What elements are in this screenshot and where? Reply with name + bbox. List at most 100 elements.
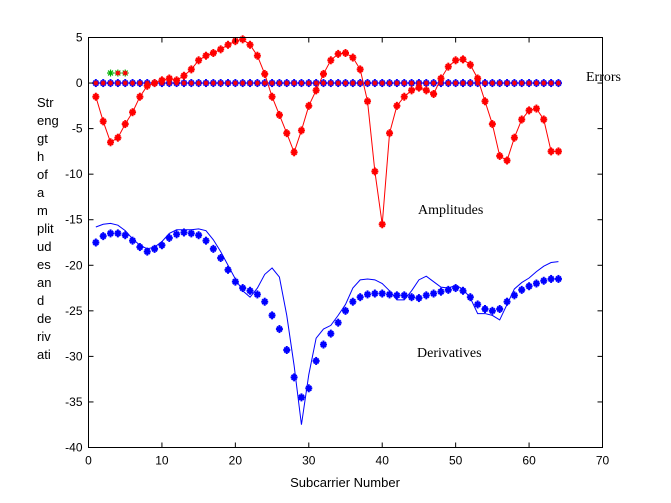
error-point-red (122, 80, 128, 86)
error-point-red (313, 80, 319, 86)
error-point-red (269, 80, 275, 86)
x-tick-label: 30 (302, 454, 316, 468)
error-point-red (276, 80, 282, 86)
amplitudes-point (554, 147, 562, 156)
derivatives-point (121, 231, 129, 240)
error-point-red (365, 80, 371, 86)
error-point-red (482, 80, 488, 86)
error-point-red (541, 80, 547, 86)
derivatives-point (202, 236, 210, 245)
amplitudes-point (283, 129, 291, 138)
amplitudes-point (481, 97, 489, 106)
error-point-red (504, 80, 510, 86)
y-tick-label: -30 (65, 349, 83, 363)
derivatives-point (393, 291, 401, 300)
amplitudes-point (312, 86, 320, 95)
error-point-red (453, 80, 459, 86)
error-point-red (93, 80, 99, 86)
y-tick-label: -40 (65, 441, 83, 455)
amplitudes-point (261, 69, 269, 78)
error-point-red (387, 80, 393, 86)
x-axis-label: Subcarrier Number (290, 475, 400, 490)
error-point-red (335, 80, 341, 86)
amplitudes-point (415, 83, 423, 92)
y-axis-label-line: es (37, 257, 51, 272)
derivatives-point (540, 276, 548, 285)
y-axis-label-line: eng (37, 113, 59, 128)
derivatives-point (129, 236, 137, 245)
amplitudes-point (327, 56, 335, 65)
derivatives-point (239, 284, 247, 293)
x-tick-label: 10 (155, 454, 169, 468)
amplitudes-point (349, 53, 357, 62)
amplitudes-series-line (95, 38, 559, 225)
amplitudes-point (180, 71, 188, 80)
error-point-red (291, 80, 297, 86)
amplitudes-point (547, 147, 555, 156)
derivatives-point (246, 286, 254, 295)
y-axis-label: Str eng gt h of am plit ud es an d de riv ati (37, 95, 59, 362)
derivatives-series-line (95, 222, 559, 425)
amplitudes-point (121, 120, 129, 129)
amplitudes-point (378, 220, 386, 229)
derivatives-point (481, 305, 489, 314)
amplitudes-point (253, 51, 261, 60)
y-axis-label-line: a (37, 185, 45, 200)
error-point-red (497, 80, 503, 86)
derivatives-point (165, 233, 173, 242)
error-outlier-point (107, 69, 115, 77)
y-axis-label-line: m (37, 203, 48, 218)
error-point-red (328, 80, 334, 86)
amplitudes-point (268, 92, 276, 101)
derivatives-point (422, 291, 430, 300)
error-point-red (343, 80, 348, 86)
y-tick-label: -5 (72, 122, 83, 136)
error-point-red (372, 80, 378, 86)
amplitudes-point (393, 101, 401, 110)
x-tick-label: 60 (522, 454, 536, 468)
derivatives-point (327, 329, 335, 338)
derivatives-point (554, 274, 562, 283)
y-axis-label-line: de (37, 311, 51, 326)
derivatives-point (452, 284, 460, 293)
error-point-red (526, 80, 532, 86)
amplitudes-point (202, 51, 210, 60)
derivatives-point (275, 325, 283, 334)
error-point-red (409, 80, 415, 86)
y-axis-label-line: h (37, 149, 44, 164)
error-point-red (203, 80, 209, 86)
annotation-errors: Errors (586, 70, 621, 85)
error-point-red (181, 80, 187, 86)
amplitudes-point (452, 56, 460, 65)
derivatives-point (364, 290, 372, 299)
derivatives-point (114, 229, 122, 238)
amplitudes-point (319, 69, 327, 78)
amplitudes-point (143, 81, 151, 90)
error-point-red (232, 80, 238, 86)
annotation-amplitudes: Amplitudes (418, 203, 483, 218)
amplitudes-point (386, 129, 394, 138)
error-point-red (533, 80, 539, 86)
error-point-red (247, 80, 253, 86)
y-tick-label: -35 (65, 395, 83, 409)
amplitudes-point (474, 74, 482, 83)
amplitudes-point (422, 86, 430, 95)
amplitudes-point (173, 76, 181, 85)
error-point-red (416, 80, 422, 86)
derivatives-point (253, 290, 261, 299)
derivatives-point (143, 247, 151, 256)
amplitudes-point (151, 79, 159, 88)
derivatives-point (532, 279, 540, 288)
error-point-red (350, 80, 356, 86)
derivatives-point (415, 294, 423, 303)
error-point-red (130, 80, 136, 86)
derivatives-point (261, 297, 269, 306)
derivatives-point (209, 244, 217, 253)
error-point-red (555, 80, 561, 86)
amplitudes-point (430, 89, 438, 98)
amplitudes-point (488, 120, 496, 129)
x-tick-label: 40 (376, 454, 390, 468)
amplitudes-point (129, 108, 137, 117)
